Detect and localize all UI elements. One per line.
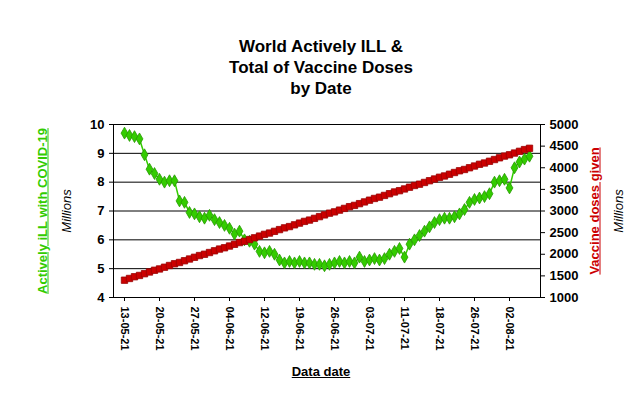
html-text:Actively iLL with COVID-19: Actively iLL with COVID-19 xyxy=(34,127,50,294)
svg-text:10: 10 xyxy=(90,117,104,132)
svg-text:7: 7 xyxy=(97,203,104,218)
svg-text:9: 9 xyxy=(97,145,104,160)
html-text:Millions: Millions xyxy=(610,188,626,233)
svg-text:27-05-21: 27-05-21 xyxy=(189,307,201,351)
svg-text:18-07-21: 18-07-21 xyxy=(434,307,446,351)
svg-text:26-06-21: 26-06-21 xyxy=(329,307,341,351)
svg-text:26-07-21: 26-07-21 xyxy=(469,307,481,351)
svg-text:4: 4 xyxy=(97,290,105,305)
html-text:Millions: Millions xyxy=(58,188,74,233)
svg-text:13-05-21: 13-05-21 xyxy=(119,307,131,351)
svg-text:19-06-21: 19-06-21 xyxy=(294,307,306,351)
svg-text:4500: 4500 xyxy=(550,138,579,153)
html-text:Data date: Data date xyxy=(291,364,351,379)
svg-text:1500: 1500 xyxy=(550,268,579,283)
svg-text:02-08-21: 02-08-21 xyxy=(504,307,516,351)
svg-text:5000: 5000 xyxy=(550,117,579,132)
html-text:Vaccine doses given: Vaccine doses given xyxy=(586,146,602,275)
svg-text:04-06-21: 04-06-21 xyxy=(224,307,236,351)
svg-text:20-05-21: 20-05-21 xyxy=(154,307,166,351)
svg-text:12-06-21: 12-06-21 xyxy=(259,307,271,351)
svg-text:8: 8 xyxy=(97,174,104,189)
svg-text:11-07-21: 11-07-21 xyxy=(399,307,411,350)
svg-text:5: 5 xyxy=(97,261,104,276)
svg-text:3000: 3000 xyxy=(550,203,579,218)
svg-text:3500: 3500 xyxy=(550,182,579,197)
html-text:World Actively ILL & Total of: World Actively ILL & Total of Vaccine Do… xyxy=(229,37,413,98)
svg-text:2000: 2000 xyxy=(550,246,579,261)
svg-text:6: 6 xyxy=(97,232,104,247)
svg-text:03-07-21: 03-07-21 xyxy=(364,307,376,351)
svg-text:4000: 4000 xyxy=(550,160,579,175)
svg-text:1000: 1000 xyxy=(550,290,579,305)
svg-text:2500: 2500 xyxy=(550,225,579,240)
